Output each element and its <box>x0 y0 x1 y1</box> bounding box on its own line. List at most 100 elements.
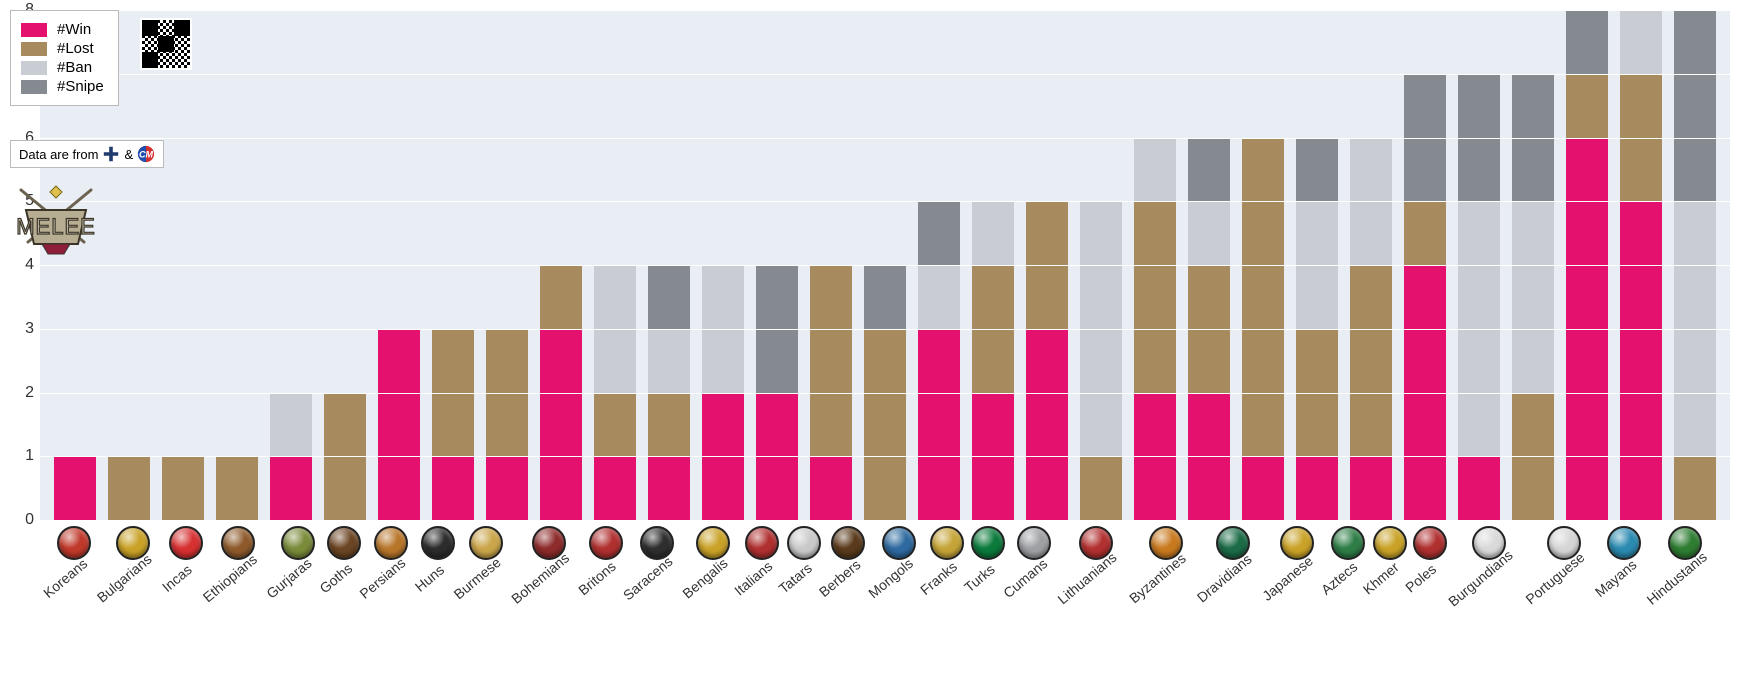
bar-segment-win <box>1458 456 1500 520</box>
bar-segment-win <box>270 456 312 520</box>
bar-segment-win <box>1350 456 1392 520</box>
civ-icon <box>589 526 623 560</box>
x-slot: Bulgarians <box>100 520 166 582</box>
x-slot: Huns <box>418 520 457 582</box>
x-tick-label: Bengalis <box>679 555 730 602</box>
bar-segment-snipe <box>918 201 960 265</box>
x-tick-label: Cumans <box>1000 555 1050 601</box>
civ-icon <box>374 526 408 560</box>
bar-segment-win <box>486 456 528 520</box>
bar-segment-lost <box>162 456 204 520</box>
x-tick-label: Byzantines <box>1126 550 1189 606</box>
x-slot: Koreans <box>48 520 100 582</box>
x-tick-label: Gurjaras <box>263 555 314 602</box>
source-logo-1-icon <box>102 145 120 163</box>
civ-icon <box>57 526 91 560</box>
x-slot: Persians <box>364 520 418 582</box>
data-source-prefix: Data are from <box>19 147 98 162</box>
bar-segment-lost <box>648 393 690 457</box>
bar-segment-lost <box>594 393 636 457</box>
bar-segment-ban <box>648 329 690 393</box>
civ-icon <box>421 526 455 560</box>
x-slot: Ethiopians <box>206 520 271 582</box>
legend-label: #Ban <box>57 59 92 76</box>
bar-stack <box>54 456 96 520</box>
legend: #Win #Lost #Ban #Snipe <box>10 10 119 106</box>
legend-label: #Lost <box>57 40 94 57</box>
x-slot: Bohemians <box>514 520 584 582</box>
gridline <box>40 456 1730 457</box>
bar-segment-win <box>594 456 636 520</box>
y-tick-label: 3 <box>12 320 34 338</box>
legend-swatch-lost <box>21 42 47 56</box>
gridline <box>40 265 1730 266</box>
gridline <box>40 201 1730 202</box>
legend-label: #Snipe <box>57 78 104 95</box>
bar-stack <box>1512 74 1554 520</box>
x-slot: Saracens <box>627 520 686 582</box>
bar-segment-win <box>918 329 960 520</box>
bar-segment-snipe <box>864 265 906 329</box>
x-tick-label: Bulgarians <box>94 551 155 606</box>
x-slot: Cumans <box>1008 520 1060 582</box>
bar-segment-snipe <box>1674 10 1716 201</box>
bar-segment-ban <box>1512 201 1554 392</box>
bar-segment-lost <box>1566 74 1608 138</box>
x-slot: Burgundians <box>1450 520 1529 582</box>
x-tick-label: Koreans <box>40 555 90 601</box>
x-slot: Lithuanians <box>1060 520 1132 582</box>
legend-item-snipe: #Snipe <box>21 78 104 95</box>
bar-segment-lost <box>1080 456 1122 520</box>
bar-stack <box>1458 74 1500 520</box>
svg-text:CM: CM <box>139 150 153 160</box>
y-tick-label: 0 <box>12 511 34 529</box>
civ-icon <box>1017 526 1051 560</box>
x-tick-label: Persians <box>356 554 408 601</box>
y-tick-label: 2 <box>12 384 34 402</box>
bar-segment-lost <box>810 265 852 456</box>
civ-icon <box>1331 526 1365 560</box>
bar-segment-ban <box>1134 138 1176 202</box>
legend-item-lost: #Lost <box>21 40 104 57</box>
bar-segment-win <box>1242 456 1284 520</box>
bar-stack <box>1404 74 1446 520</box>
x-slot: Japanese <box>1266 520 1327 582</box>
civ-icon <box>882 526 916 560</box>
bar-segment-snipe <box>1566 10 1608 74</box>
x-slot: Gurjaras <box>271 520 325 582</box>
x-slot: Tatars <box>785 520 824 582</box>
bar-segment-lost <box>216 456 258 520</box>
gridline <box>40 138 1730 139</box>
legend-label: #Win <box>57 21 91 38</box>
x-tick-label: Mongols <box>865 555 916 601</box>
bar-segment-lost <box>1674 456 1716 520</box>
x-tick-label: Dravidians <box>1194 551 1255 606</box>
civ-icon <box>787 526 821 560</box>
x-slot: Aztecs <box>1327 520 1369 582</box>
bar-segment-ban <box>918 265 960 329</box>
bar-stack <box>216 456 258 520</box>
x-axis: KoreansBulgariansIncasEthiopiansGurjaras… <box>40 520 1730 582</box>
x-slot: Berbers <box>824 520 873 582</box>
tournament-logo-icon: MELEE <box>6 180 106 260</box>
bar-segment-win <box>1026 329 1068 520</box>
x-slot: Mongols <box>873 520 926 582</box>
bar-segment-win <box>648 456 690 520</box>
source-logo-2-icon: CM <box>137 145 155 163</box>
bar-stack <box>972 201 1014 520</box>
civ-icon <box>1373 526 1407 560</box>
civ-icon <box>640 526 674 560</box>
data-source-separator: & <box>124 147 133 162</box>
bar-stack <box>432 329 474 520</box>
civ-icon <box>930 526 964 560</box>
civ-icon <box>469 526 503 560</box>
gridline <box>40 393 1730 394</box>
x-slot: Portuguese <box>1528 520 1600 582</box>
x-tick-label: Ethiopians <box>199 551 259 605</box>
bar-segment-win <box>432 456 474 520</box>
x-tick-label: Bohemians <box>508 549 572 606</box>
legend-swatch-snipe <box>21 80 47 94</box>
legend-item-ban: #Ban <box>21 59 104 76</box>
bar-segment-win <box>540 329 582 520</box>
bar-segment-snipe <box>1296 138 1338 202</box>
